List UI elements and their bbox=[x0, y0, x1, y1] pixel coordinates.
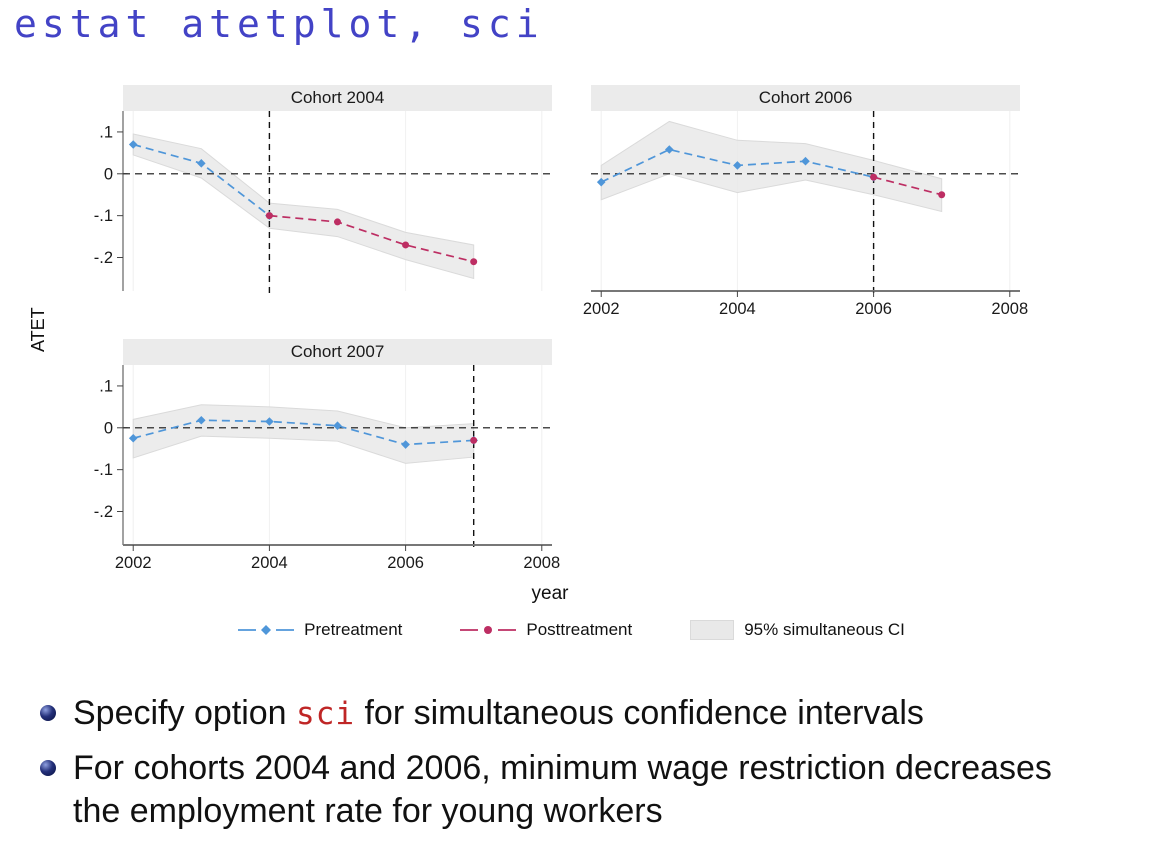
ci-band bbox=[132, 133, 475, 280]
line-diamond-icon bbox=[238, 625, 295, 635]
chart-svg: Cohort 2006 2002 2004 2006 2008 bbox=[583, 85, 1028, 318]
posttreatment-marker bbox=[402, 241, 410, 249]
y-axis-title: ATET bbox=[28, 307, 48, 353]
x-tick-label: 2002 bbox=[583, 300, 620, 315]
legend-label: Posttreatment bbox=[526, 620, 633, 639]
y-tick-label: .1 bbox=[99, 377, 113, 395]
posttreatment-marker bbox=[265, 212, 273, 220]
bullet-icon bbox=[40, 759, 56, 776]
atet-figure: ATET Cohort 2004 .1 0 -.1 -.2 Cohort 2006 200… bbox=[28, 85, 1036, 640]
legend-item-pretreatment: Pretreatment bbox=[238, 620, 402, 640]
chart-svg: Cohort 2004 .1 0 -.1 -.2 bbox=[94, 85, 552, 297]
y-tick-label: -.2 bbox=[94, 503, 113, 521]
pretreatment-marker bbox=[665, 145, 674, 154]
pretreatment-marker bbox=[197, 159, 206, 168]
ci-band-swatch-icon bbox=[690, 620, 735, 640]
posttreatment-marker bbox=[470, 436, 478, 444]
y-tick-label: -.2 bbox=[94, 249, 113, 267]
chart-title-band bbox=[123, 339, 552, 365]
page-title: estat atetplot, sci bbox=[14, 2, 544, 46]
bullet-text-segment: For cohorts 2004 and 2006, minimum wage … bbox=[73, 748, 1052, 830]
y-tick-label: 0 bbox=[104, 419, 113, 437]
pretreatment-line bbox=[132, 419, 474, 446]
ci-band bbox=[132, 404, 475, 464]
x-tick-label: 2004 bbox=[719, 300, 756, 315]
bullet-item: For cohorts 2004 and 2006, minimum wage … bbox=[40, 747, 1152, 833]
x-axis-title: year bbox=[531, 583, 569, 604]
chart-title: Cohort 2006 bbox=[759, 88, 853, 107]
pretreatment-marker bbox=[596, 177, 606, 187]
legend-label: 95% simultaneous CI bbox=[744, 620, 905, 639]
bullet-text-segment: for simultaneous confidence intervals bbox=[355, 694, 924, 732]
bullet-text: For cohorts 2004 and 2006, minimum wage … bbox=[73, 747, 1083, 833]
posttreatment-marker bbox=[334, 218, 341, 226]
y-tick-label: 0 bbox=[104, 165, 113, 183]
posttreatment-marker bbox=[938, 191, 946, 199]
x-tick-label: 2004 bbox=[251, 554, 288, 569]
chart-title-band bbox=[591, 85, 1020, 111]
x-tick-label: 2008 bbox=[523, 554, 560, 569]
line-circle-icon bbox=[460, 626, 517, 634]
bullet-text: Specify option sci for simultaneous conf… bbox=[73, 692, 924, 735]
figure-legend: Pretreatment Posttreatment 95% simultaneou… bbox=[123, 620, 1020, 640]
y-tick-label: -.1 bbox=[94, 461, 113, 479]
y-tick-label: -.1 bbox=[94, 207, 113, 225]
bullet-list: Specify option sci for simultaneous conf… bbox=[40, 692, 1152, 832]
ci-band bbox=[600, 120, 943, 213]
pretreatment-marker bbox=[401, 440, 410, 449]
legend-label: Pretreatment bbox=[304, 620, 403, 639]
chart-cohort-2007: Cohort 2007 .1 0 -.1 -.2 2002 2004 2006 2008 bbox=[68, 339, 568, 574]
chart-cohort-2006: Cohort 2006 2002 2004 2006 2008 bbox=[536, 85, 1036, 320]
x-tick-label: 2002 bbox=[115, 554, 152, 569]
pretreatment-marker bbox=[265, 417, 274, 426]
x-tick-label: 2006 bbox=[387, 554, 424, 569]
chart-svg: Cohort 2007 .1 0 -.1 -.2 2002 2004 2006 2008 bbox=[94, 339, 560, 572]
chart-title-band bbox=[123, 85, 552, 111]
chart-title: Cohort 2007 bbox=[291, 342, 385, 361]
legend-item-95-simultaneous-ci: 95% simultaneous CI bbox=[690, 620, 905, 640]
posttreatment-line bbox=[269, 214, 474, 263]
bullet-icon bbox=[40, 705, 56, 721]
x-tick-label: 2006 bbox=[855, 300, 892, 315]
posttreatment-line bbox=[873, 176, 942, 196]
pretreatment-marker bbox=[197, 415, 206, 425]
x-tick-label: 2008 bbox=[991, 300, 1028, 315]
y-tick-label: .1 bbox=[99, 123, 113, 141]
posttreatment-marker bbox=[870, 173, 878, 181]
bullet-text-segment: Specify option bbox=[73, 694, 297, 732]
legend-item-posttreatment: Posttreatment bbox=[460, 620, 632, 640]
pretreatment-marker bbox=[733, 161, 742, 170]
pretreatment-marker bbox=[128, 140, 138, 149]
chart-cohort-2004: Cohort 2004 .1 0 -.1 -.2 bbox=[68, 85, 568, 320]
inline-code: sci bbox=[296, 696, 356, 732]
bullet-item: Specify option sci for simultaneous conf… bbox=[40, 692, 1152, 735]
chart-title: Cohort 2004 bbox=[291, 88, 385, 107]
posttreatment-marker bbox=[470, 258, 478, 266]
